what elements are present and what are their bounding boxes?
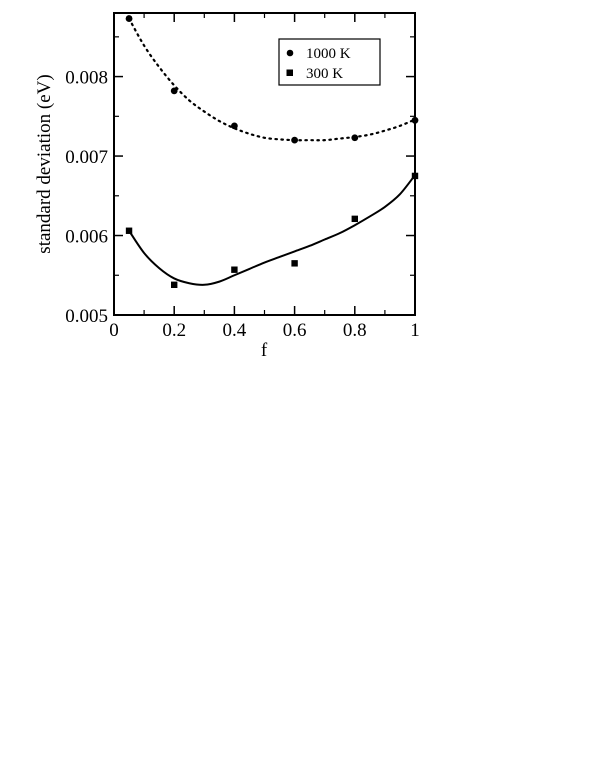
legend-marker-300k [286,69,293,76]
y-tick-label: 0.008 [65,68,108,89]
x-axis-title: f [261,340,268,361]
point-300k [411,172,419,180]
x-tick-label: 0.2 [162,320,186,341]
legend: 1000 K 300 K [278,38,381,86]
legend-label-300k: 300 K [306,66,343,82]
y-tick-label: 0.006 [65,227,108,248]
fit-line-1000k [127,17,417,142]
point-300k [171,281,178,288]
y-axis-title: standard deviation (eV) [34,74,55,253]
x-tick-label: 0.8 [343,320,367,341]
x-tick-label: 0 [109,320,119,341]
fit-line-300k [128,174,416,286]
x-tick-label: 0.6 [283,320,307,341]
point-300k [291,260,298,267]
y-tick-label: 0.005 [65,306,108,327]
legend-label-1000k: 1000 K [306,46,351,62]
legend-box [278,38,381,86]
point-1000k [125,15,133,22]
point-1000k [291,136,298,144]
legend-marker-1000k [286,49,294,57]
point-1000k [170,87,178,95]
axis-ticks: 0 0.2 0.4 0.6 0.8 1 0.005 0.006 0.007 0.008 [65,13,420,341]
point-1000k [351,134,359,142]
point-1000k [231,122,238,130]
point-300k [125,227,133,234]
point-1000k [411,116,419,124]
fit-lines [127,17,417,286]
data-markers [125,15,419,288]
point-300k [231,266,238,273]
y-tick-label: 0.007 [65,147,108,168]
x-tick-label: 1 [410,320,420,341]
x-tick-label: 0.4 [223,320,247,341]
point-300k [351,215,358,223]
